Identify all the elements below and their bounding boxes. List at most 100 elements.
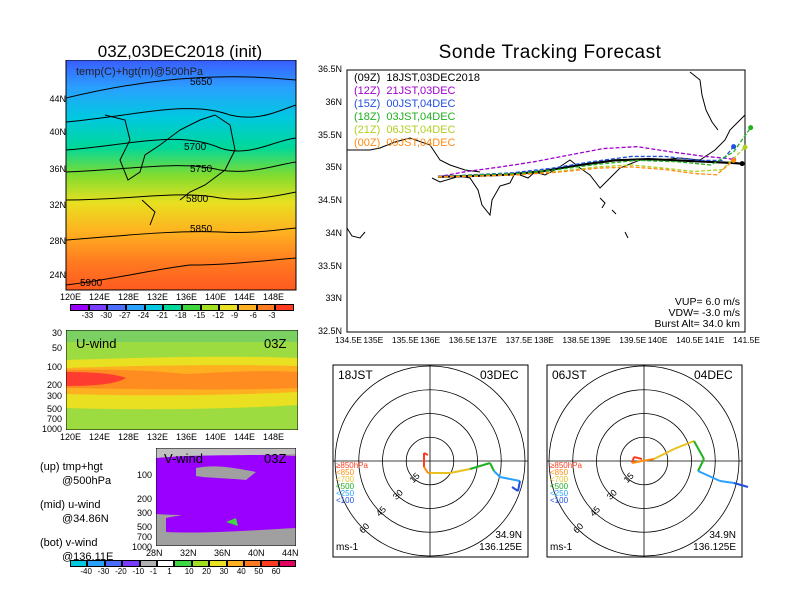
colorbar-swatch (275, 304, 295, 311)
legend-notes: (up) tmp+hgt @500hPa (mid) u-wind @34.86… (40, 460, 136, 564)
p-tick: 1000 (131, 542, 152, 552)
p-tick: 500 (46, 404, 62, 414)
lon-tick: 139.5E (619, 335, 647, 345)
colorbar-swatch (70, 304, 89, 311)
contour-label: 5750 (190, 164, 213, 175)
lon-tick: 136.5E (448, 335, 476, 345)
hodograph-segment (517, 480, 521, 492)
colorbar-swatch (107, 304, 127, 311)
colorbar-label: 1 (167, 567, 172, 576)
hodograph-segment (631, 456, 635, 464)
legend-entry: (18Z) 03JST,04DEC (354, 111, 456, 123)
polar-ring-label: 30 (391, 488, 405, 502)
colorbar-label: 60 (271, 567, 281, 576)
coastline (514, 114, 746, 189)
temp-height-map (65, 60, 297, 291)
lon-tick: 148E (263, 292, 285, 302)
lat-tick: 36N (325, 96, 342, 107)
lon-tick: 128E (118, 292, 140, 302)
pressure-legend-entry: <250 (336, 489, 355, 498)
note-bot: (bot) v-wind @136.11E (40, 536, 136, 564)
p-tick: 500 (136, 522, 152, 532)
lat-tick: 36.5N (317, 64, 342, 74)
polar-left-date: 03DEC (480, 368, 519, 382)
colorbar-swatch (70, 560, 88, 567)
lon-tick: 140.5E (676, 335, 704, 345)
colorbar-swatch (174, 560, 192, 567)
hodograph-segment (511, 486, 519, 492)
colorbar-label: -21 (156, 311, 168, 320)
pressure-legend-entry: <100 (550, 496, 569, 505)
vwind-pressure-ticks: 100 200 300 500 700 1000 (128, 470, 152, 552)
polar-ring-label: 60 (357, 521, 371, 535)
contour-label: 5650 (190, 77, 213, 88)
polar-right-lon: 136.125E (693, 542, 736, 553)
lon-tick: 144E (234, 292, 256, 302)
lat-tick: 34N (325, 227, 342, 238)
uwind-panel (66, 330, 298, 430)
colorbar-label: -3 (268, 311, 276, 320)
lon-tick: 134.5E (335, 335, 362, 345)
hodograph-segment (423, 452, 429, 456)
colorbar-swatch (88, 304, 108, 311)
lon-tick: 148E (263, 432, 285, 442)
p-tick: 30 (51, 328, 62, 338)
track-endpoint (731, 157, 737, 163)
hodograph-segment (653, 448, 675, 460)
colorbar-swatch (182, 304, 201, 311)
lon-tick: 141E (704, 335, 725, 345)
legend-entry: (09Z) 18JST,03DEC2018 (354, 72, 480, 84)
hodograph-segment (449, 468, 471, 474)
tracking-legend: (09Z) 18JST,03DEC2018 (12Z) 21JST,03DEC (1… (354, 72, 480, 150)
p-tick: 100 (136, 470, 152, 480)
vwind-panel (156, 448, 296, 546)
track-line (437, 145, 734, 178)
contour-label: 5900 (80, 278, 103, 289)
pressure-legend-entry: <250 (550, 489, 569, 498)
colorbar-label: 30 (219, 567, 229, 576)
pressure-legend-entry: <850 (336, 468, 355, 477)
coastline (431, 172, 516, 217)
lat-tick: 32N (180, 548, 197, 558)
uwind-label: U-wind (76, 336, 117, 351)
colorbar-swatch (219, 304, 239, 311)
lon-tick: 138E (534, 335, 554, 345)
hodograph-segment (697, 470, 721, 482)
hodograph-segment (633, 456, 643, 460)
vwind-colorbar (70, 560, 297, 567)
p-tick: 100 (46, 362, 62, 372)
polar-ring (619, 436, 669, 486)
track-line (437, 159, 735, 178)
polar-right-time: 06JST (552, 368, 587, 382)
p-tick: 700 (46, 414, 62, 424)
polar-right-date: 04DEC (694, 368, 733, 382)
hodograph-segment (693, 440, 705, 460)
hodograph-segment (733, 482, 749, 488)
polar-right-lat: 34.9N (709, 530, 736, 541)
colorbar-swatch (139, 560, 157, 567)
colorbar-label: -18 (175, 311, 187, 320)
colorbar-label: -1 (149, 567, 158, 576)
lat-tick: 44N (49, 94, 66, 104)
note-up: (up) tmp+hgt @500hPa (40, 460, 136, 488)
param-burst: Burst Alt= 34.0 km (654, 318, 741, 330)
colorbar-swatch (278, 560, 297, 567)
colorbar-swatch (200, 304, 220, 311)
map-colorbar (70, 304, 295, 311)
colorbar-label: 20 (202, 567, 211, 576)
map-overlay-label: temp(C)+hgt(m)@500hPa (76, 66, 204, 78)
pressure-legend-entry: <850 (550, 468, 569, 477)
lat-tick: 28N (146, 548, 163, 558)
lat-tick: 40N (49, 127, 66, 137)
colorbar-swatch (163, 304, 183, 311)
param-vdw: VDW= -3.0 m/s (668, 307, 740, 319)
height-contour (65, 227, 297, 241)
legend-entry: (15Z) 00JST,04DEC (354, 98, 456, 110)
coastline (104, 114, 236, 201)
hodograph-segment (631, 460, 643, 464)
lon-tick: 139E (590, 335, 611, 345)
height-contour (65, 104, 297, 123)
p-tick: 300 (46, 391, 62, 401)
track-endpoint (742, 144, 748, 150)
note-line: (bot) v-wind (40, 537, 98, 549)
